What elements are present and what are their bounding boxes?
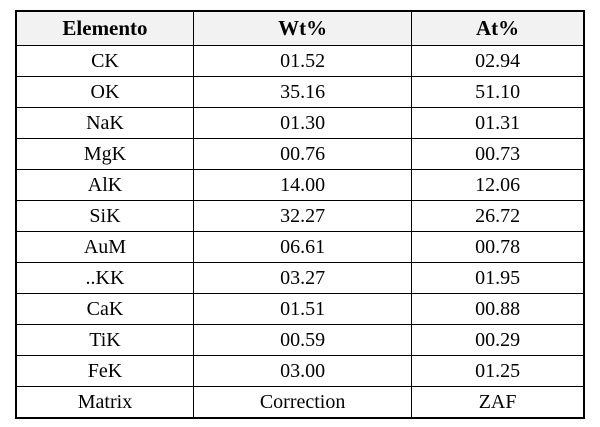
table-row: MgK 00.76 00.73 (15, 138, 585, 170)
table-cell: 26.72 (411, 200, 585, 232)
table-cell: SiK (15, 200, 194, 232)
table-cell: CaK (15, 293, 194, 325)
table-cell: 00.78 (411, 231, 585, 263)
table-cell: 01.95 (411, 262, 585, 294)
table-cell: 00.88 (411, 293, 585, 325)
header-cell: At% (411, 10, 585, 46)
table-cell: AlK (15, 169, 194, 201)
table-cell: 06.61 (192, 231, 413, 263)
table-cell: 03.00 (192, 355, 413, 387)
table-cell: 02.94 (411, 45, 585, 77)
table-cell: AuM (15, 231, 194, 263)
table-cell: 00.73 (411, 138, 585, 170)
table-cell: ..KK (15, 262, 194, 294)
header-cell: Wt% (192, 10, 413, 46)
table-row: CK 01.52 02.94 (15, 45, 585, 77)
table-cell: 35.16 (192, 76, 413, 108)
table-cell: 12.06 (411, 169, 585, 201)
table-row: AlK 14.00 12.06 (15, 169, 585, 201)
table-cell: MgK (15, 138, 194, 170)
table-row: FeK 03.00 01.25 (15, 355, 585, 387)
table-cell: ZAF (411, 386, 585, 419)
table-cell: FeK (15, 355, 194, 387)
table-cell: 00.76 (192, 138, 413, 170)
table-row: OK 35.16 51.10 (15, 76, 585, 108)
table-cell: 00.59 (192, 324, 413, 356)
table-cell: 14.00 (192, 169, 413, 201)
table-cell: 32.27 (192, 200, 413, 232)
table-row: CaK 01.51 00.88 (15, 293, 585, 325)
table-cell: 01.51 (192, 293, 413, 325)
table-row: AuM 06.61 00.78 (15, 231, 585, 263)
element-table: Elemento Wt% At% CK 01.52 02.94 OK 35.16 51.10 N… (15, 10, 585, 419)
table-cell: 01.25 (411, 355, 585, 387)
table-cell: 01.30 (192, 107, 413, 139)
table-row: TiK 00.59 00.29 (15, 324, 585, 356)
header-row: Elemento Wt% At% (15, 10, 585, 46)
table-cell: CK (15, 45, 194, 77)
table-row: SiK 32.27 26.72 (15, 200, 585, 232)
header-cell: Elemento (15, 10, 194, 46)
table-row: ..KK 03.27 01.95 (15, 262, 585, 294)
table-cell: NaK (15, 107, 194, 139)
table-row: NaK 01.30 01.31 (15, 107, 585, 139)
table-row: Matrix Correction ZAF (15, 386, 585, 419)
table-cell: 01.52 (192, 45, 413, 77)
table-body: CK 01.52 02.94 OK 35.16 51.10 NaK 01.30 01.31 MgK… (15, 45, 585, 419)
table-cell: Correction (192, 386, 413, 419)
table-cell: 51.10 (411, 76, 585, 108)
table-cell: OK (15, 76, 194, 108)
table-cell: 03.27 (192, 262, 413, 294)
table-cell: Matrix (15, 386, 194, 419)
table-cell: 01.31 (411, 107, 585, 139)
table-cell: TiK (15, 324, 194, 356)
table-cell: 00.29 (411, 324, 585, 356)
